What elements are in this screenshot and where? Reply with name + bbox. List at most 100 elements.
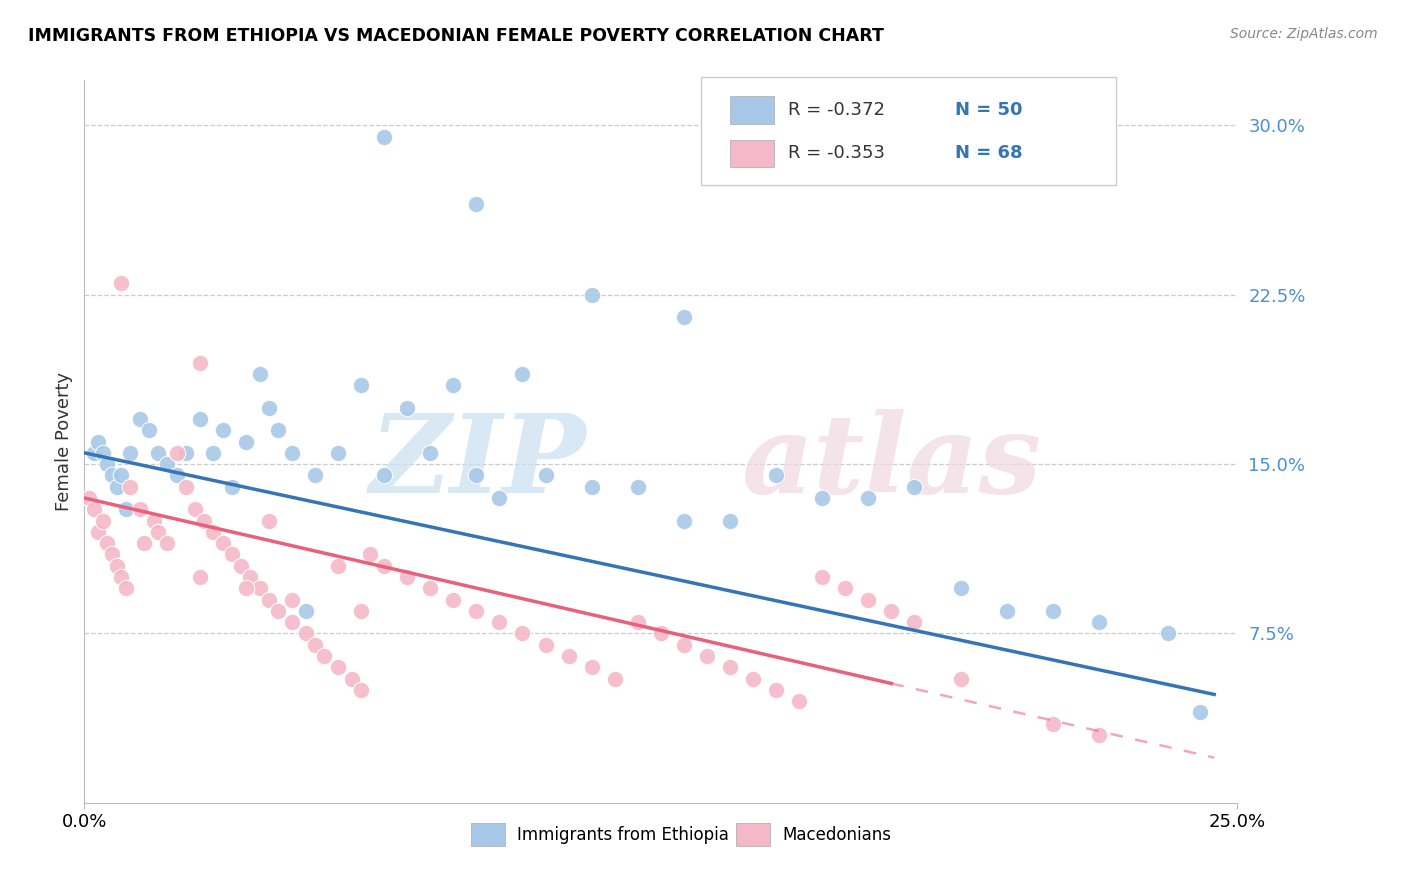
Point	[96, 457, 118, 471]
Point	[115, 502, 138, 516]
Point	[174, 446, 197, 460]
Point	[465, 197, 488, 211]
Point	[281, 615, 304, 630]
Point	[787, 694, 810, 708]
Bar	[730, 96, 773, 124]
Point	[267, 604, 290, 618]
Point	[696, 648, 718, 663]
Point	[811, 491, 834, 505]
Point	[304, 468, 326, 483]
Point	[101, 548, 124, 562]
Bar	[735, 823, 770, 847]
Point	[350, 604, 373, 618]
Point	[188, 412, 211, 426]
Point	[326, 446, 349, 460]
Point	[156, 536, 179, 550]
Point	[96, 536, 118, 550]
Text: Macedonians: Macedonians	[782, 826, 891, 844]
Point	[350, 378, 373, 392]
Point	[142, 514, 165, 528]
Point	[138, 423, 160, 437]
Point	[811, 570, 834, 584]
Point	[650, 626, 672, 640]
Point	[1189, 706, 1212, 720]
Text: R = -0.372: R = -0.372	[787, 101, 884, 119]
Point	[83, 446, 105, 460]
Point	[949, 672, 972, 686]
Point	[91, 514, 114, 528]
Point	[534, 468, 557, 483]
Point	[87, 524, 110, 539]
Point	[156, 457, 179, 471]
Point	[1157, 626, 1180, 640]
Point	[110, 570, 132, 584]
Point	[257, 401, 280, 415]
Point	[134, 536, 156, 550]
Point	[419, 446, 441, 460]
Point	[221, 548, 243, 562]
Point	[281, 446, 304, 460]
Point	[903, 480, 925, 494]
Point	[742, 672, 765, 686]
Point	[465, 468, 488, 483]
Point	[87, 434, 110, 449]
Text: ZIP: ZIP	[370, 409, 586, 517]
Point	[239, 570, 262, 584]
Point	[281, 592, 304, 607]
Point	[202, 446, 225, 460]
Point	[340, 672, 363, 686]
Point	[249, 582, 271, 596]
Point	[202, 524, 225, 539]
Point	[995, 604, 1018, 618]
Point	[672, 514, 695, 528]
Point	[77, 491, 100, 505]
Point	[221, 480, 243, 494]
Point	[231, 558, 253, 573]
Point	[257, 514, 280, 528]
Text: N = 50: N = 50	[955, 101, 1022, 119]
Bar	[730, 139, 773, 167]
Text: N = 68: N = 68	[955, 145, 1022, 162]
Point	[581, 287, 603, 301]
Point	[603, 672, 626, 686]
Point	[359, 548, 381, 562]
Point	[314, 648, 336, 663]
Point	[120, 446, 142, 460]
Point	[765, 682, 787, 697]
Point	[128, 502, 150, 516]
Point	[188, 355, 211, 369]
Point	[105, 480, 128, 494]
Point	[581, 480, 603, 494]
Text: Immigrants from Ethiopia: Immigrants from Ethiopia	[517, 826, 728, 844]
Point	[858, 592, 880, 607]
Point	[326, 660, 349, 674]
Point	[1088, 728, 1111, 742]
Point	[188, 570, 211, 584]
Point	[373, 468, 395, 483]
Point	[304, 638, 326, 652]
Point	[235, 434, 257, 449]
Bar	[471, 823, 505, 847]
Point	[166, 468, 188, 483]
Point	[146, 446, 169, 460]
Point	[146, 524, 169, 539]
FancyBboxPatch shape	[702, 77, 1116, 185]
Point	[512, 626, 534, 640]
Point	[184, 502, 207, 516]
Point	[441, 592, 464, 607]
Point	[627, 615, 650, 630]
Point	[110, 277, 132, 291]
Point	[672, 638, 695, 652]
Point	[396, 570, 419, 584]
Point	[718, 660, 741, 674]
Text: R = -0.353: R = -0.353	[787, 145, 884, 162]
Point	[211, 423, 233, 437]
Point	[235, 582, 257, 596]
Point	[120, 480, 142, 494]
Text: IMMIGRANTS FROM ETHIOPIA VS MACEDONIAN FEMALE POVERTY CORRELATION CHART: IMMIGRANTS FROM ETHIOPIA VS MACEDONIAN F…	[28, 27, 884, 45]
Point	[718, 514, 741, 528]
Point	[1042, 716, 1064, 731]
Point	[858, 491, 880, 505]
Point	[419, 582, 441, 596]
Point	[557, 648, 579, 663]
